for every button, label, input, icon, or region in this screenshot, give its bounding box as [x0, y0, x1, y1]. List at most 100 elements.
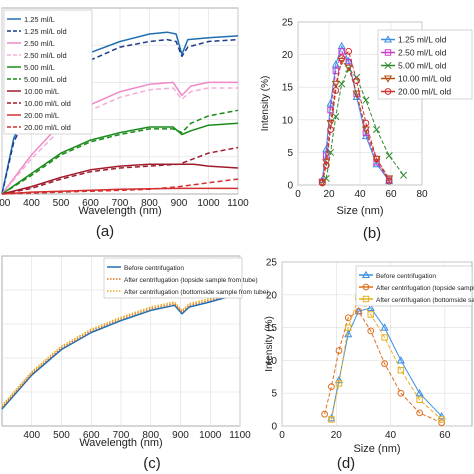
y-tick-label: 5: [287, 148, 293, 159]
data-point: [355, 307, 362, 315]
legend-label: 5.00 ml/L old: [398, 61, 447, 71]
x-tick-label: 800: [141, 198, 158, 209]
legend-box: [103, 257, 243, 299]
series-line: [1, 146, 239, 195]
legend-marker: [384, 61, 392, 70]
data-point: [328, 416, 335, 423]
x-tick-label: 60: [385, 189, 397, 200]
series-line: [325, 68, 405, 179]
legend: 1.25 ml/L 1.25 ml/L old 2.50 ml/L 2.50 ml/L…: [3, 9, 93, 135]
series-line: [321, 45, 390, 182]
x-tick-label: 900: [172, 430, 189, 441]
data-point: [345, 324, 352, 331]
legend-marker: [362, 295, 370, 303]
data-point: [385, 177, 393, 185]
data-point: [397, 389, 405, 397]
x-tick-label: 400: [23, 198, 40, 209]
series-line: [321, 60, 390, 183]
data-point: [327, 413, 336, 422]
data-point: [328, 383, 335, 391]
legend-label: After centrifugation (topside sample fro…: [124, 277, 258, 284]
series-line: [1, 87, 238, 195]
legend-marker: [384, 49, 392, 56]
x-tick-label: 1100: [227, 198, 249, 209]
legend-label: Before centrifugation: [124, 265, 184, 272]
data-point: [415, 388, 424, 397]
data-point: [326, 99, 335, 107]
series-line: [321, 50, 390, 182]
marker-stroke: [384, 61, 392, 70]
marker-stroke: [338, 80, 346, 88]
x-axis-label: Size (nm): [336, 205, 383, 217]
marker-stroke: [362, 96, 370, 104]
panel-c-chart: 400 500 600 700 800 900 1000 1100 Wavelength (nm…: [1, 255, 269, 472]
data-point: [416, 409, 423, 417]
data-point: [381, 360, 388, 368]
legend-label: 5.00 ml/L: [24, 63, 55, 72]
x-tick-label: 600: [82, 198, 99, 209]
data-point: [344, 329, 353, 338]
x-tick-label: 1100: [229, 430, 251, 441]
data-point: [367, 327, 375, 335]
series-line: [1, 109, 239, 195]
data-point: [335, 347, 343, 354]
x-tick-label: 700: [112, 198, 129, 209]
legend-label: 5.00 ml/L old: [24, 75, 67, 84]
data-point: [400, 171, 408, 179]
x-tick-label: 600: [83, 430, 100, 441]
data-point: [327, 126, 334, 133]
legend-label: 1.25 ml/L: [24, 15, 55, 24]
x-tick-label: 800: [142, 430, 159, 441]
x-tick-label: 80: [416, 189, 428, 200]
marker-stroke: [400, 171, 408, 179]
y-tick-label: 10: [282, 115, 294, 126]
data-point: [438, 416, 445, 423]
legend-label: 20.00 ml/L old: [24, 123, 71, 132]
x-tick-label: 300: [0, 198, 11, 209]
y-axis-label: Intensity (%): [260, 76, 271, 132]
y-tick-label: 10: [266, 356, 278, 367]
series-line: [1, 187, 238, 195]
legend-box: [355, 265, 473, 307]
data-point: [338, 48, 345, 55]
data-point: [362, 129, 370, 137]
data-point: [438, 419, 445, 427]
legend: Before centrifugation After centrifugatio…: [355, 265, 474, 307]
legend: 1.25 ml/L old 2.50 ml/L old 5.00 ml/L old 1…: [377, 29, 473, 100]
legend-box: [3, 9, 93, 135]
series-line: [1, 122, 239, 195]
data-point: [344, 64, 353, 72]
x-tick-label: 900: [171, 198, 188, 209]
data-point: [352, 90, 361, 98]
data-point: [322, 162, 330, 169]
legend-label: 10.00 ml/L old: [398, 74, 451, 84]
series-line: [1, 292, 241, 410]
data-point: [396, 356, 405, 364]
legend: Before centrifugation After centrifugatio…: [103, 257, 269, 299]
legend-label: 20.00 ml/L: [24, 111, 59, 120]
x-tick-label: 20: [323, 189, 335, 200]
panel-label: (a): [96, 223, 114, 240]
legend-label: After centrifugation (bottomside sample …: [376, 297, 474, 304]
series-line: [324, 310, 442, 424]
y-tick-label: 0: [287, 181, 293, 192]
data-point: [338, 80, 346, 88]
x-tick-label: 1000: [197, 198, 220, 209]
data-point: [373, 155, 380, 163]
panel-label: (c): [143, 455, 161, 472]
x-tick-label: 40: [354, 189, 366, 200]
data-point: [380, 323, 389, 331]
data-point: [353, 77, 360, 85]
panel-label: (b): [363, 225, 381, 242]
x-axis-label: Wavelength (nm): [78, 205, 161, 217]
data-point: [318, 179, 326, 187]
x-tick-label: 40: [385, 430, 397, 441]
data-point: [385, 152, 393, 160]
panel-a-chart: 300 400 500 600 700 800 900 1000 1100 Wavelength …: [0, 7, 249, 240]
series-line: [1, 163, 239, 195]
legend-label: 2.50 ml/L old: [24, 51, 67, 60]
legend-label: 2.50 ml/L: [24, 39, 55, 48]
legend-marker: [384, 88, 392, 95]
data-point: [335, 380, 343, 387]
